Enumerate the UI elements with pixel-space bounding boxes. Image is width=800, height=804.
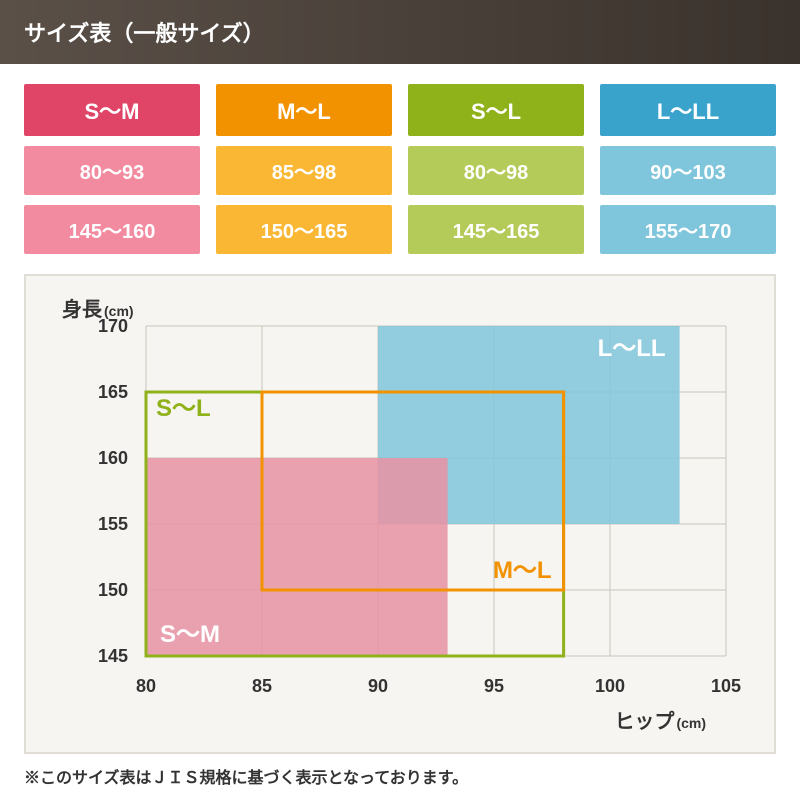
y-tick: 165 xyxy=(98,382,128,402)
x-tick: 105 xyxy=(711,676,741,696)
size-hip-ml: 85～98 xyxy=(216,146,392,195)
y-tick: 150 xyxy=(98,580,128,600)
range-label-sl: S～L xyxy=(156,395,211,422)
size-col-lll: L～LL 90～103 155～170 xyxy=(600,84,776,254)
size-height-sl: 145～165 xyxy=(408,205,584,254)
y-tick: 170 xyxy=(98,316,128,336)
size-hip-lll: 90～103 xyxy=(600,146,776,195)
size-height-ml: 150～165 xyxy=(216,205,392,254)
x-axis-title: ヒップ(cm) xyxy=(614,710,706,733)
size-chart: L～LLS～MS～LM～L身長(cm)ヒップ(cm)80859095100105… xyxy=(24,274,776,754)
size-col-sm: S～M 80～93 145～160 xyxy=(24,84,200,254)
size-col-sl: S～L 80～98 145～165 xyxy=(408,84,584,254)
size-head-lll: L～LL xyxy=(600,84,776,136)
x-tick: 95 xyxy=(484,676,504,696)
size-head-sl: S～L xyxy=(408,84,584,136)
y-tick: 155 xyxy=(98,514,128,534)
size-hip-sm: 80～93 xyxy=(24,146,200,195)
size-height-sm: 145～160 xyxy=(24,205,200,254)
size-hip-sl: 80～98 xyxy=(408,146,584,195)
range-label-sm: S～M xyxy=(160,621,220,648)
x-tick: 90 xyxy=(368,676,388,696)
x-tick: 80 xyxy=(136,676,156,696)
range-label-ml: M～L xyxy=(493,557,552,584)
y-tick: 145 xyxy=(98,646,128,666)
y-tick: 160 xyxy=(98,448,128,468)
range-label-lll: L～LL xyxy=(598,335,666,362)
footnote: ※このサイズ表はＪＩＳ規格に基づく表示となっております。 xyxy=(0,758,800,804)
size-chart-svg: L～LLS～MS～LM～L身長(cm)ヒップ(cm)80859095100105… xyxy=(26,276,774,752)
size-height-lll: 155～170 xyxy=(600,205,776,254)
size-head-ml: M～L xyxy=(216,84,392,136)
size-table: S～M 80～93 145～160 M～L 85～98 150～165 S～L 80～98 14… xyxy=(0,64,800,262)
size-head-sm: S～M xyxy=(24,84,200,136)
x-tick: 100 xyxy=(595,676,625,696)
size-col-ml: M～L 85～98 150～165 xyxy=(216,84,392,254)
x-tick: 85 xyxy=(252,676,272,696)
header-bar: サイズ表（一般サイズ） xyxy=(0,0,800,64)
header-title: サイズ表（一般サイズ） xyxy=(24,21,265,46)
